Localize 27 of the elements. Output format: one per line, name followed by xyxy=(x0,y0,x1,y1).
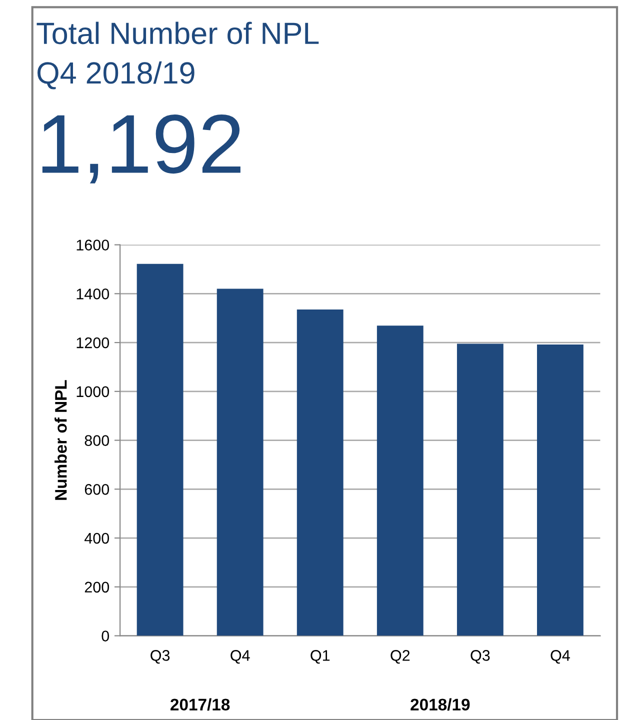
bar xyxy=(537,344,584,636)
y-tick-label: 1400 xyxy=(76,288,110,300)
bar xyxy=(376,326,424,636)
x-tick-label: Q3 xyxy=(150,650,170,664)
y-tick-label: 400 xyxy=(84,532,110,544)
y-tick-label: 1200 xyxy=(76,337,110,348)
y-tick-label: 800 xyxy=(84,435,110,446)
y-tick-label: 200 xyxy=(84,582,110,593)
x-tick-label: Q4 xyxy=(230,650,250,664)
chart-title: Total Number of NPL xyxy=(36,22,319,44)
x-tick-label: Q2 xyxy=(390,650,410,664)
text: 1,192 xyxy=(42,114,240,184)
x-tick-label: Q3 xyxy=(470,650,490,664)
chart-subtitle: Q4 2018/19 xyxy=(38,61,194,90)
y-tick-label: 1600 xyxy=(76,240,110,250)
y-tick-label: 1000 xyxy=(76,386,110,398)
bar xyxy=(216,288,264,636)
text: 2017/18 xyxy=(170,698,230,711)
y-tick-label: 0 xyxy=(102,630,110,642)
text: 2018/19 xyxy=(410,698,470,711)
x-tick-label: Q4 xyxy=(550,650,570,664)
y-tick-label: 600 xyxy=(84,484,110,495)
y-axis-title: Number of NPL xyxy=(54,380,67,500)
x-tick-label: Q1 xyxy=(310,650,330,664)
bar xyxy=(456,344,504,636)
bar xyxy=(136,264,184,636)
bar xyxy=(296,310,344,636)
